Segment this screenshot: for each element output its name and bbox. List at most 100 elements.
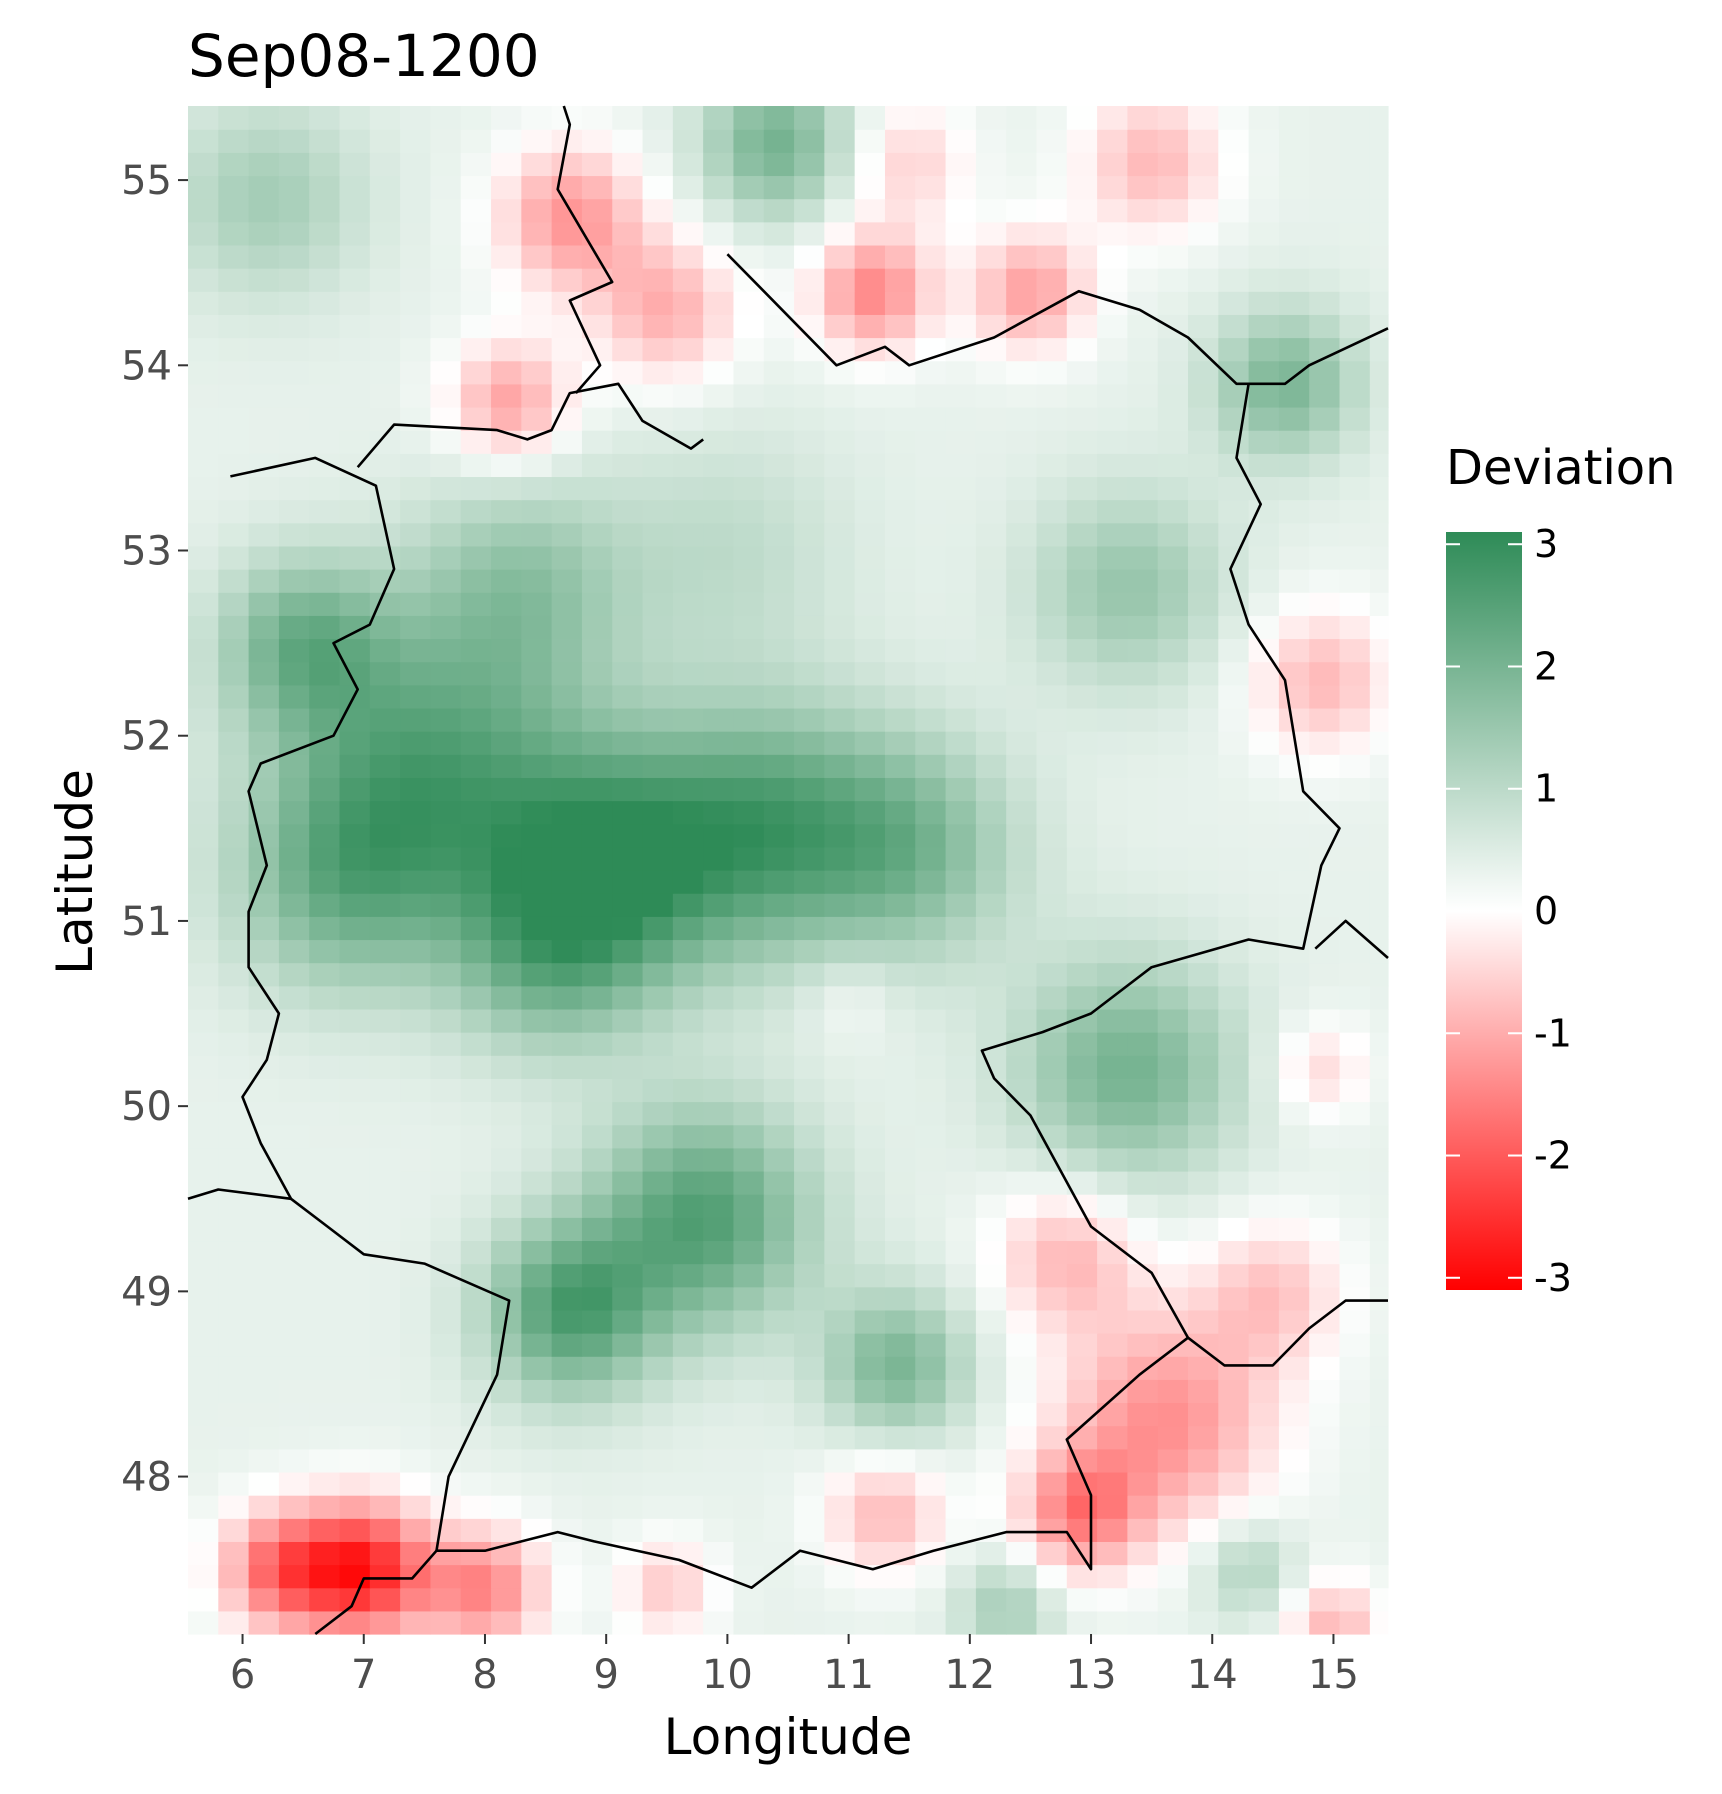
heatmap-tile	[400, 314, 432, 339]
heatmap-tile	[1309, 1425, 1341, 1450]
heatmap-tile	[551, 1101, 583, 1126]
heatmap-tile	[309, 684, 341, 709]
heatmap-tile	[975, 1263, 1007, 1288]
heatmap-tile	[581, 152, 613, 177]
heatmap-tile	[1278, 175, 1310, 200]
heatmap-tile	[1248, 268, 1280, 292]
heatmap-tile	[551, 939, 583, 964]
heatmap-tile	[915, 106, 947, 130]
heatmap-tile	[1188, 545, 1219, 570]
heatmap-tile	[1248, 1055, 1280, 1079]
heatmap-tile	[1369, 962, 1389, 987]
heatmap-tile	[400, 1032, 432, 1056]
heatmap-tile	[460, 707, 492, 732]
heatmap-tile	[491, 1587, 522, 1612]
heatmap-tile	[248, 268, 280, 292]
heatmap-tile	[218, 1333, 250, 1357]
heatmap-tile	[1218, 1541, 1250, 1566]
heatmap-tile	[1339, 661, 1371, 686]
heatmap-tile	[1097, 1587, 1128, 1612]
heatmap-tile	[915, 198, 947, 223]
heatmap-tile	[703, 1402, 735, 1427]
heatmap-tile	[1248, 754, 1280, 778]
heatmap-tile	[672, 962, 704, 987]
heatmap-tile	[460, 106, 492, 130]
heatmap-tile	[733, 1101, 765, 1126]
heatmap-tile	[824, 453, 856, 478]
heatmap-tile	[1369, 106, 1389, 130]
heatmap-tile	[278, 268, 310, 292]
heatmap-tile	[703, 360, 735, 385]
heatmap-tile	[1066, 337, 1098, 362]
heatmap-tile	[1006, 430, 1038, 454]
heatmap-tile	[1006, 1240, 1038, 1265]
heatmap-tile	[1188, 1032, 1219, 1056]
heatmap-tile	[430, 1587, 462, 1612]
heatmap-tile	[278, 1124, 310, 1149]
heatmap-tile	[1036, 1564, 1068, 1589]
heatmap-tile	[1369, 1309, 1389, 1334]
heatmap-tile	[824, 383, 856, 408]
heatmap-tile	[794, 684, 825, 709]
heatmap-tile	[733, 268, 765, 292]
heatmap-tile	[1097, 615, 1128, 640]
heatmap-tile	[1218, 1170, 1250, 1195]
heatmap-tile	[521, 383, 553, 408]
heatmap-tile	[521, 406, 553, 431]
heatmap-tile	[278, 453, 310, 478]
heatmap-tile	[521, 499, 553, 524]
heatmap-tile	[1188, 754, 1219, 778]
heatmap-tile	[218, 360, 250, 385]
heatmap-tile	[1369, 314, 1389, 339]
heatmap-tile	[278, 823, 310, 848]
heatmap-tile	[794, 731, 825, 755]
heatmap-tile	[1278, 800, 1310, 825]
heatmap-tile	[491, 337, 522, 362]
heatmap-tile	[1097, 1541, 1128, 1566]
heatmap-tile	[1339, 175, 1371, 200]
heatmap-tile	[278, 985, 310, 1010]
heatmap-tile	[339, 870, 371, 894]
heatmap-tile	[612, 1564, 644, 1589]
heatmap-tile	[612, 731, 644, 755]
heatmap-tile	[400, 1356, 432, 1380]
heatmap-tile	[854, 1541, 886, 1566]
heatmap-tile	[794, 1402, 825, 1427]
heatmap-tile	[642, 430, 674, 454]
heatmap-tile	[733, 1147, 765, 1172]
heatmap-tile	[794, 198, 825, 223]
heatmap-tile	[1339, 893, 1371, 917]
heatmap-tile	[521, 1217, 553, 1242]
heatmap-tile	[430, 916, 462, 941]
heatmap-tile	[369, 661, 401, 686]
heatmap-tile	[794, 244, 825, 269]
heatmap-tile	[642, 129, 674, 153]
heatmap-tile	[703, 823, 735, 848]
heatmap-tile	[794, 638, 825, 663]
heatmap-tile	[460, 129, 492, 153]
heatmap-tile	[581, 754, 613, 778]
heatmap-tile	[672, 1495, 704, 1519]
heatmap-tile	[945, 1008, 977, 1033]
heatmap-tile	[188, 939, 219, 964]
heatmap-tile	[1188, 731, 1219, 755]
heatmap-tile	[1369, 291, 1389, 315]
heatmap-tile	[915, 1518, 947, 1542]
heatmap-tile	[975, 823, 1007, 848]
heatmap-tile	[975, 893, 1007, 917]
heatmap-tile	[1218, 1471, 1250, 1496]
heatmap-tile	[188, 453, 219, 478]
heatmap-tile	[733, 962, 765, 987]
heatmap-tile	[1006, 1333, 1038, 1357]
heatmap-tile	[581, 1309, 613, 1334]
heatmap-tile	[369, 569, 401, 593]
heatmap-tile	[824, 846, 856, 871]
heatmap-tile	[1097, 129, 1128, 153]
heatmap-tile	[188, 1333, 219, 1357]
heatmap-tile	[1127, 1587, 1159, 1612]
heatmap-tile	[369, 800, 401, 825]
heatmap-tile	[1066, 1078, 1098, 1103]
heatmap-tile	[1248, 430, 1280, 454]
heatmap-tile	[278, 1217, 310, 1242]
heatmap-tile	[1369, 360, 1389, 385]
